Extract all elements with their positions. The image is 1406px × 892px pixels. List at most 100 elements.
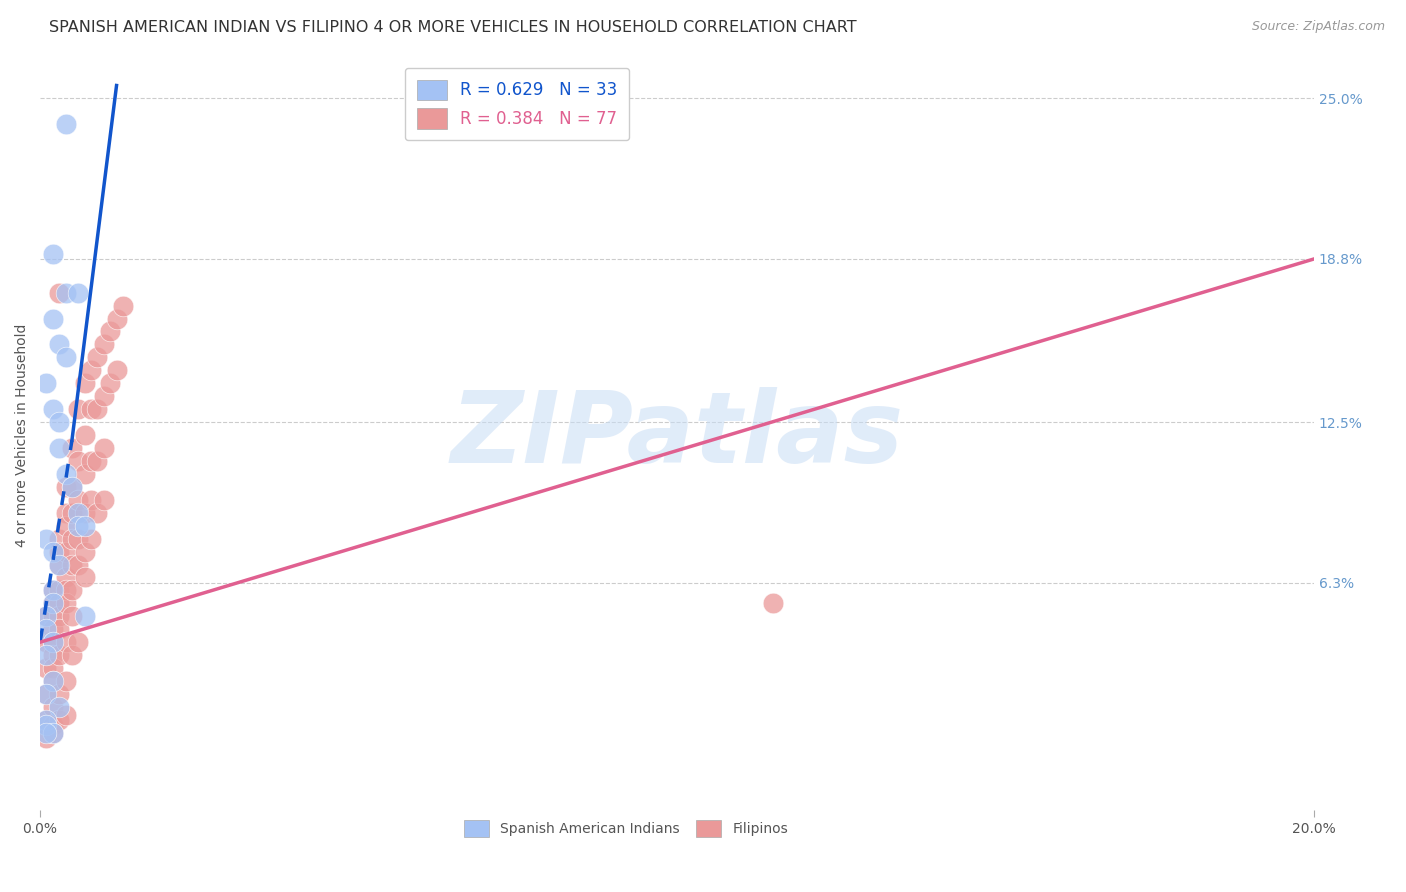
Point [55, 583, 77, 598]
Point [42, 718, 65, 732]
Point [55, 117, 77, 131]
Point [73, 570, 96, 584]
Point [67, 558, 90, 572]
Point [48, 609, 70, 624]
Point [48, 622, 70, 636]
Point [60, 506, 83, 520]
Point [67, 285, 90, 300]
Point [48, 285, 70, 300]
Point [42, 402, 65, 417]
Point [86, 402, 108, 417]
Point [67, 532, 90, 546]
Point [98, 376, 121, 391]
Point [35, 731, 58, 745]
Point [93, 337, 115, 351]
Point [80, 402, 103, 417]
Point [35, 635, 58, 649]
Point [86, 351, 108, 365]
Point [48, 596, 70, 610]
Point [35, 713, 58, 727]
Point [60, 648, 83, 662]
Point [60, 558, 83, 572]
Point [48, 415, 70, 429]
Point [48, 713, 70, 727]
Point [48, 583, 70, 598]
Point [67, 454, 90, 468]
Point [42, 622, 65, 636]
Point [42, 700, 65, 714]
Point [35, 622, 58, 636]
Point [86, 454, 108, 468]
Point [42, 673, 65, 688]
Point [35, 648, 58, 662]
Point [48, 441, 70, 455]
Point [67, 492, 90, 507]
Point [42, 726, 65, 740]
Point [93, 389, 115, 403]
Text: SPANISH AMERICAN INDIAN VS FILIPINO 4 OR MORE VEHICLES IN HOUSEHOLD CORRELATION : SPANISH AMERICAN INDIAN VS FILIPINO 4 OR… [49, 20, 856, 35]
Point [35, 687, 58, 701]
Point [60, 609, 83, 624]
Point [35, 718, 58, 732]
Point [48, 558, 70, 572]
Point [42, 247, 65, 261]
Y-axis label: 4 or more Vehicles in Household: 4 or more Vehicles in Household [15, 324, 30, 547]
Point [55, 707, 77, 722]
Text: Source: ZipAtlas.com: Source: ZipAtlas.com [1251, 20, 1385, 33]
Point [73, 428, 96, 442]
Point [55, 518, 77, 533]
Point [73, 506, 96, 520]
Point [48, 337, 70, 351]
Point [73, 609, 96, 624]
Point [42, 661, 65, 675]
Point [35, 609, 58, 624]
Point [55, 544, 77, 558]
Point [67, 506, 90, 520]
Point [55, 467, 77, 481]
Point [105, 363, 128, 377]
Point [80, 454, 103, 468]
Point [73, 544, 96, 558]
Point [35, 713, 58, 727]
Point [55, 506, 77, 520]
Point [73, 467, 96, 481]
Point [60, 480, 83, 494]
Point [105, 311, 128, 326]
Point [55, 285, 77, 300]
Point [42, 635, 65, 649]
Point [55, 480, 77, 494]
Point [42, 609, 65, 624]
Point [42, 311, 65, 326]
Point [42, 596, 65, 610]
Point [42, 648, 65, 662]
Point [55, 635, 77, 649]
Point [60, 441, 83, 455]
Point [48, 532, 70, 546]
Point [73, 376, 96, 391]
Point [80, 532, 103, 546]
Point [42, 726, 65, 740]
Point [98, 325, 121, 339]
Point [80, 492, 103, 507]
Point [42, 635, 65, 649]
Point [42, 583, 65, 598]
Point [111, 299, 134, 313]
Point [80, 363, 103, 377]
Point [42, 544, 65, 558]
Point [35, 661, 58, 675]
Point [42, 673, 65, 688]
Point [67, 518, 90, 533]
Point [35, 726, 58, 740]
Point [48, 687, 70, 701]
Point [55, 673, 77, 688]
Point [86, 506, 108, 520]
Point [67, 635, 90, 649]
Text: ZIPatlas: ZIPatlas [450, 386, 904, 483]
Point [48, 648, 70, 662]
Legend: Spanish American Indians, Filipinos: Spanish American Indians, Filipinos [456, 811, 797, 845]
Point [48, 700, 70, 714]
Point [35, 687, 58, 701]
Point [35, 609, 58, 624]
Point [42, 583, 65, 598]
Point [42, 596, 65, 610]
